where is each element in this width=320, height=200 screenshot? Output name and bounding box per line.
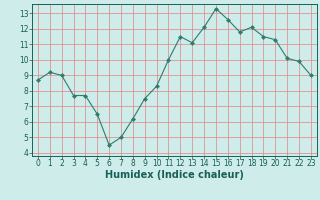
X-axis label: Humidex (Indice chaleur): Humidex (Indice chaleur) — [105, 170, 244, 180]
